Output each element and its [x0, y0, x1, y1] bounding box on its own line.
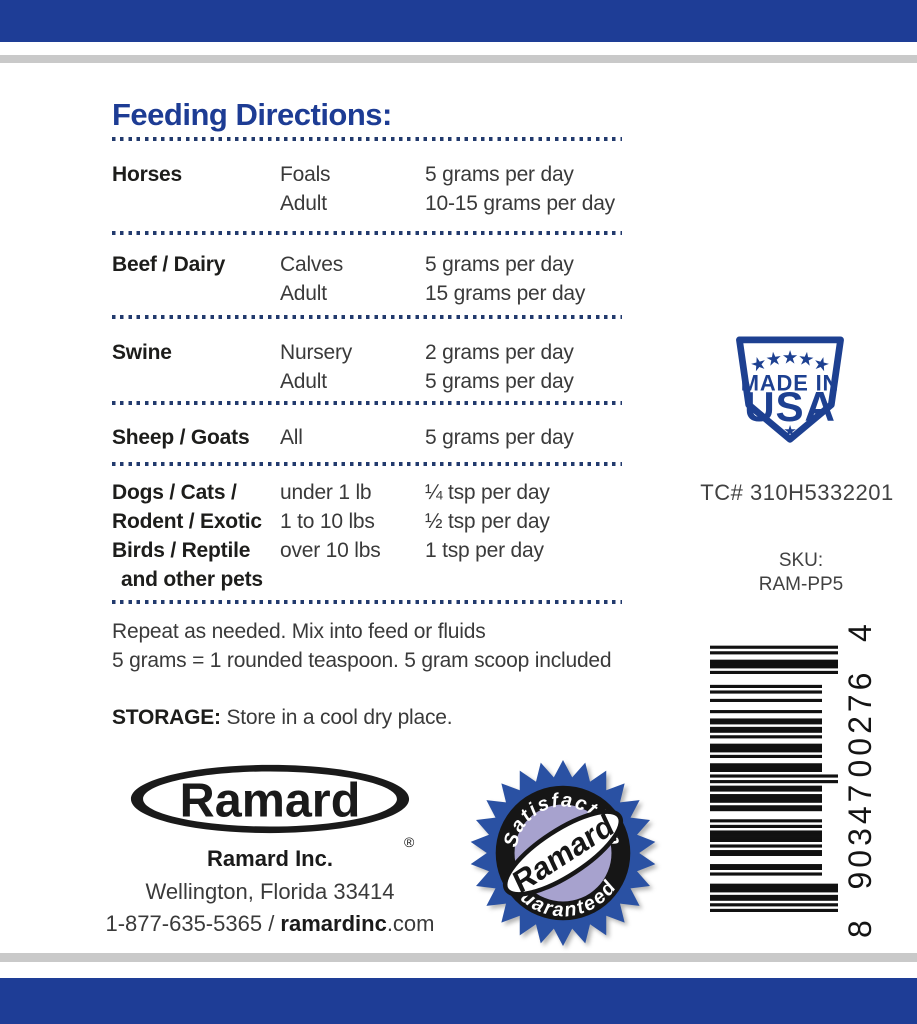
dotted-divider	[112, 462, 622, 466]
stage-label: Adult	[280, 370, 327, 393]
sku-value: RAM-PP5	[758, 574, 844, 595]
stage-label: Nursery	[280, 341, 353, 364]
feeding-directions-heading: Feeding Directions:	[112, 97, 392, 132]
stage-label: Foals	[280, 163, 331, 186]
top-blue-bar	[0, 0, 917, 42]
made-in-usa-badge: ★ ★ ★ ★ ★ MADE IN USA ★	[731, 333, 849, 452]
stage-label: under 1 lb	[280, 481, 372, 504]
barcode-digits-right: 00276	[842, 668, 878, 778]
usage-note-line: 5 grams = 1 rounded teaspoon. 5 gram sco…	[112, 649, 612, 672]
company-block: Ramard Ramard Inc. Wellington, Florida 3…	[105, 764, 435, 937]
website-tld: .com	[386, 911, 435, 936]
stage-label: All	[280, 426, 303, 449]
shield-outline	[736, 336, 844, 443]
species-label: Rodent / Exotic	[112, 510, 262, 533]
amount-label: 2 grams per day	[425, 341, 574, 364]
species-label: Horses	[112, 163, 183, 186]
usa-text: USA	[744, 383, 835, 430]
amount-label: 5 grams per day	[425, 163, 574, 186]
amount-label: 5 grams per day	[425, 253, 574, 276]
logo-wordmark: Ramard	[180, 773, 361, 827]
website-name: ramardinc	[280, 911, 387, 936]
satisfaction-seal: Satisfaction Guaranteed Ramard	[468, 758, 658, 953]
star-icon: ★	[797, 347, 816, 370]
dotted-divider	[112, 231, 622, 235]
amount-label: ¼ tsp per day	[425, 481, 550, 504]
storage-text: Store in a cool dry place.	[220, 706, 453, 729]
storage-instructions: STORAGE: Store in a cool dry place.	[112, 706, 453, 730]
dotted-divider	[112, 137, 622, 141]
amount-label: 10-15 grams per day	[425, 192, 615, 215]
barcode-bars	[710, 645, 838, 912]
species-label: Beef / Dairy	[112, 253, 226, 276]
dotted-divider	[112, 315, 622, 319]
star-icon: ★	[764, 347, 783, 370]
star-icon: ★	[783, 423, 797, 440]
usage-notes: Repeat as needed. Mix into feed or fluid…	[112, 617, 612, 675]
usage-note-line: Repeat as needed. Mix into feed or fluid…	[112, 620, 486, 643]
amount-label: ½ tsp per day	[425, 510, 550, 533]
upc-barcode: 8 90347 00276 4	[710, 610, 880, 940]
separator: /	[262, 911, 281, 936]
species-label: and other pets	[121, 568, 263, 591]
registered-trademark-icon: ®	[404, 834, 415, 850]
species-label: Sheep / Goats	[112, 426, 250, 449]
bottom-gray-rule	[0, 953, 917, 962]
amount-label: 15 grams per day	[425, 282, 586, 305]
storage-label: STORAGE:	[112, 706, 221, 729]
dotted-divider	[112, 600, 622, 604]
barcode-digit-system: 8	[842, 920, 878, 938]
dotted-divider	[112, 401, 622, 405]
star-icon: ★	[748, 351, 769, 376]
star-icon: ★	[811, 351, 832, 376]
stage-label: Adult	[280, 282, 327, 305]
stage-label: over 10 lbs	[280, 539, 381, 562]
company-phone-website: 1-877-635-5365 / ramardinc.com	[105, 911, 435, 937]
species-label: Swine	[112, 341, 172, 364]
barcode-digit-check: 4	[842, 624, 878, 642]
amount-label: 5 grams per day	[425, 426, 574, 449]
star-icon: ★	[782, 346, 799, 367]
amount-label: 1 tsp per day	[425, 539, 544, 562]
top-gray-rule	[0, 55, 917, 63]
stage-label: 1 to 10 lbs	[280, 510, 375, 533]
ramard-logo: Ramard	[130, 764, 410, 834]
sku-block: SKU: RAM-PP5	[711, 549, 891, 597]
amount-label: 5 grams per day	[425, 370, 574, 393]
company-name: Ramard Inc.	[207, 846, 333, 871]
bottom-blue-bar	[0, 978, 917, 1024]
phone-number: 1-877-635-5365	[105, 911, 263, 936]
tc-number: TC# 310H5332201	[700, 480, 894, 505]
stage-label: Adult	[280, 192, 327, 215]
species-label: Birds / Reptile	[112, 539, 251, 562]
sku-label: SKU:	[778, 550, 824, 571]
company-address: Wellington, Florida 33414	[145, 879, 395, 904]
species-label: Dogs / Cats /	[112, 481, 237, 504]
made-in-text: MADE IN	[741, 370, 839, 395]
stage-label: Calves	[280, 253, 343, 276]
